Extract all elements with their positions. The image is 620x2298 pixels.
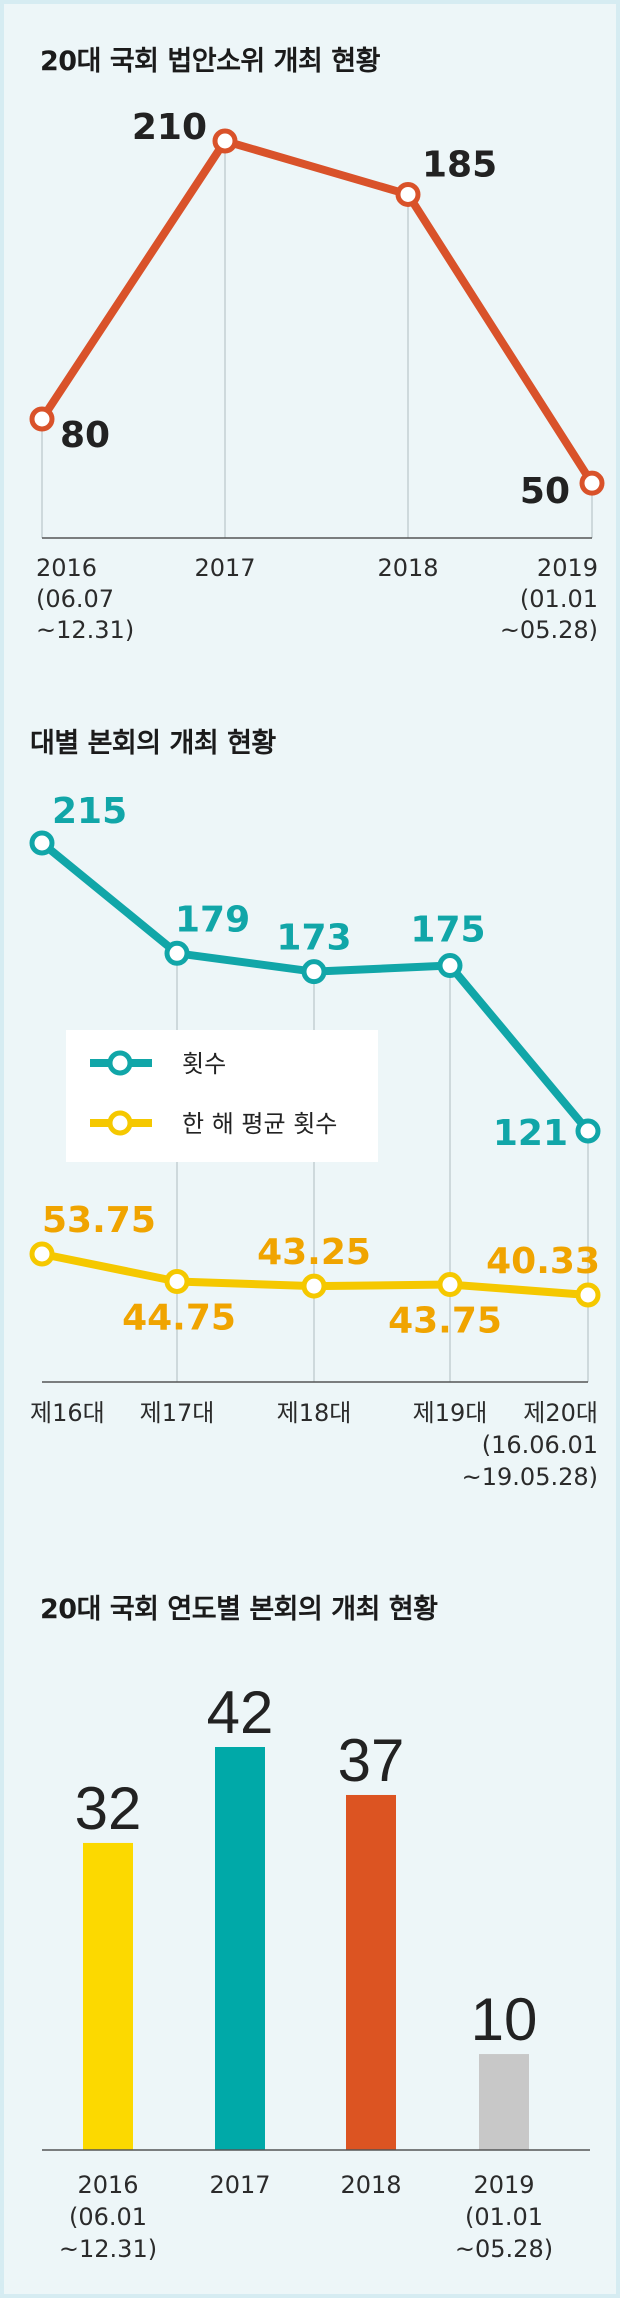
c3-tick-label-3: 2019 (01.01 ~05.28)	[455, 2171, 553, 2263]
c2-average-label-3: 43.75	[388, 1301, 502, 1342]
chart-plenary-by-assembly: 대별 본회의 개최 현황 215 179 173 175 121 53.75 44.75 43…	[29, 728, 601, 1491]
c1-data-label-3: 50	[520, 471, 570, 512]
c2-count-label-2: 173	[276, 918, 351, 959]
c3-bar-2	[346, 1794, 396, 2150]
chart-plenary-by-year: 20대 국회 연도별 본회의 개최 현황 32 42 37 10 2016 (06.01…	[40, 1594, 590, 2263]
c3-value-label-1: 42	[207, 1679, 274, 1746]
c1-tick-label-0: 2016 (06.07 ~12.31)	[36, 554, 134, 644]
c1-point-1	[212, 128, 238, 154]
c3-value-label-2: 37	[338, 1727, 405, 1794]
c1-point-3	[579, 470, 605, 496]
c2-average-point-2	[301, 1273, 327, 1299]
c2-count-label-3: 175	[410, 910, 485, 951]
c2-average-label-1: 44.75	[122, 1297, 236, 1338]
c2-count-label-0: 215	[52, 791, 127, 832]
c2-count-point-4	[575, 1118, 601, 1144]
legend-label-count: 횟수	[182, 1050, 226, 1078]
c2-average-point-0	[29, 1241, 55, 1267]
c2-average-label-4: 40.33	[486, 1241, 600, 1282]
c3-tick-label-0: 2016 (06.01 ~12.31)	[59, 2171, 157, 2263]
c2-average-label-2: 43.25	[257, 1232, 371, 1273]
c1-data-label-2: 185	[422, 144, 497, 185]
chart1-title: 20대 국회 법안소위 개최 현황	[40, 46, 381, 77]
c2-average-label-0: 53.75	[42, 1200, 156, 1241]
legend-teal-marker	[107, 1050, 133, 1076]
chart3-title: 20대 국회 연도별 본회의 개최 현황	[40, 1594, 438, 1625]
c3-bar-3	[479, 2054, 529, 2150]
c2-count-point-0	[29, 830, 55, 856]
c3-value-label-0: 32	[75, 1775, 142, 1842]
chart2-legend: 횟수 한 해 평균 횟수	[66, 1030, 378, 1162]
c1-data-label-1: 210	[132, 107, 207, 148]
c1-point-0	[29, 406, 55, 432]
c2-count-point-1	[164, 940, 190, 966]
c1-tick-label-1: 2017	[194, 554, 255, 582]
c2-average-point-3	[437, 1272, 463, 1298]
c2-count-label-1: 179	[175, 899, 250, 940]
c2-count-label-4: 121	[493, 1113, 568, 1154]
legend-label-average: 한 해 평균 횟수	[182, 1110, 337, 1138]
c1-series-line	[38, 137, 596, 486]
c2-average-point-1	[164, 1268, 190, 1294]
c2-count-point-2	[301, 959, 327, 985]
legend-yellow-marker	[107, 1110, 133, 1136]
c3-tick-label-2: 2018	[340, 2171, 401, 2199]
chart2-title: 대별 본회의 개최 현황	[30, 728, 276, 759]
c3-bar-1	[215, 1747, 265, 2150]
c3-bar-0	[83, 1842, 133, 2150]
c2-average-point-4	[575, 1282, 601, 1308]
c2-tick-label-0: 제16대	[30, 1399, 105, 1427]
c2-tick-label-4: 제20대 (16.06.01 ~19.05.28)	[462, 1399, 598, 1491]
chart-bills-subcommittee: 20대 국회 법안소위 개최 현황 80 210 185 50 2016 (06.07 ~…	[29, 46, 605, 644]
c2-tick-label-3: 제19대	[413, 1399, 488, 1427]
c1-tick-label-2: 2018	[377, 554, 438, 582]
c1-data-label-0: 80	[60, 415, 110, 456]
c2-count-point-3	[437, 953, 463, 979]
c2-tick-label-2: 제18대	[277, 1399, 352, 1427]
c2-tick-label-1: 제17대	[140, 1399, 215, 1427]
c3-tick-label-1: 2017	[209, 2171, 270, 2199]
c3-value-label-3: 10	[471, 1986, 538, 2053]
c1-point-2	[395, 181, 421, 207]
c1-tick-label-3: 2019 (01.01 ~05.28)	[500, 554, 598, 644]
